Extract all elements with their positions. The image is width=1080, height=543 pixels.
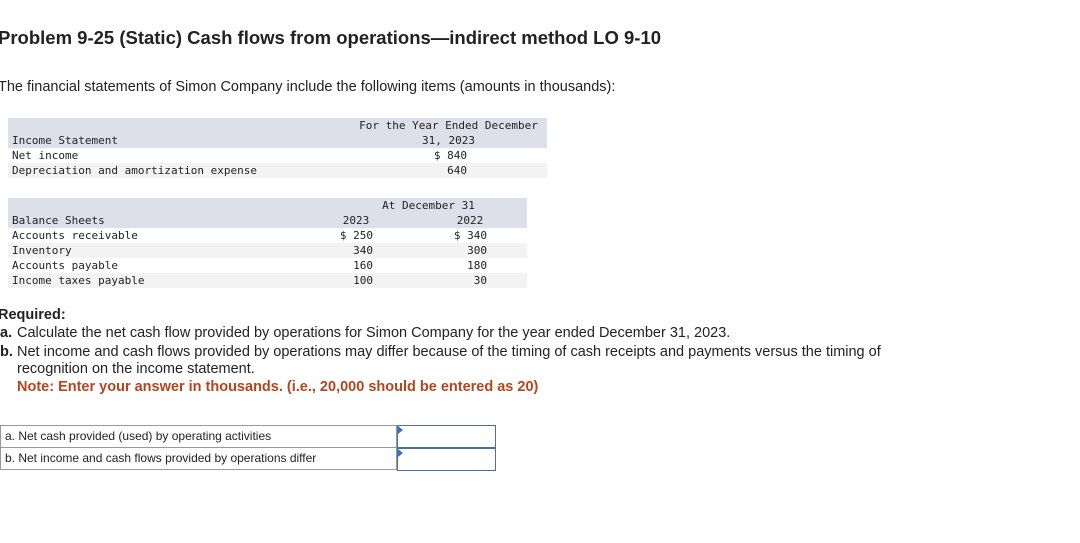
year: 2022 xyxy=(456,214,484,227)
intro: The financial statements of Simon Compan… xyxy=(0,79,616,95)
table-heading: Balance Sheets xyxy=(12,214,105,227)
item-text: Net income and cash flows provided by op… xyxy=(17,344,881,377)
row-value: $ 340 xyxy=(453,229,487,242)
row-value: 160 xyxy=(353,259,373,272)
title: Problem 9-25 (Static) Cash flows from op… xyxy=(0,27,662,48)
row-value: 640 xyxy=(447,164,467,177)
row-value: $ 840 xyxy=(433,149,467,162)
item-text: Calculate the net cash flow provided by … xyxy=(17,325,731,341)
row-value: 340 xyxy=(353,244,373,257)
column-header: At December 31 xyxy=(382,199,475,212)
row-value: 100 xyxy=(353,274,373,287)
row-label: Accounts receivable xyxy=(12,229,138,242)
row-label: Depreciation and amortization expense xyxy=(12,164,258,177)
row-value: $ 250 xyxy=(339,229,373,242)
row-value: 300 xyxy=(467,244,487,257)
answer-input[interactable] xyxy=(397,448,496,471)
answer-input[interactable] xyxy=(397,425,496,448)
answer-label: b. Net income and cash flows provided by… xyxy=(0,447,397,470)
note: Note: Enter your answer in thousands. (i… xyxy=(17,379,539,395)
row-band xyxy=(8,243,527,258)
year: 2023 xyxy=(342,214,370,227)
header-band xyxy=(8,198,527,228)
row-label: Inventory xyxy=(12,244,72,257)
required-heading: Required: xyxy=(0,307,66,323)
row-label: Income taxes payable xyxy=(12,274,145,287)
row-value: 30 xyxy=(473,274,487,287)
row-band xyxy=(8,163,547,178)
row-label: Accounts payable xyxy=(12,259,118,272)
header-band xyxy=(8,118,547,148)
row-value: 180 xyxy=(467,259,487,272)
answer-label: a. Net cash provided (used) by operating… xyxy=(0,425,397,448)
table-heading: Income Statement xyxy=(12,134,118,147)
row-band xyxy=(8,273,527,288)
row-label: Net income xyxy=(12,149,79,162)
item-letter: b. xyxy=(0,344,13,360)
item-letter: a. xyxy=(0,325,13,341)
column-header: For the Year Ended December 31, 2023 xyxy=(359,119,538,147)
